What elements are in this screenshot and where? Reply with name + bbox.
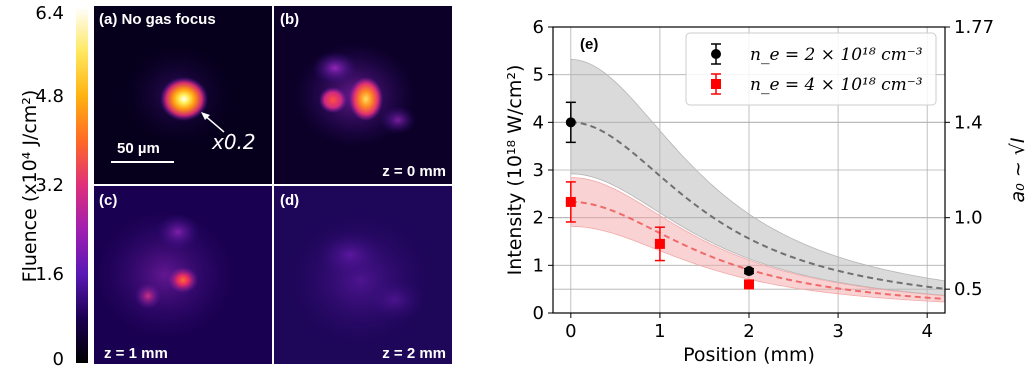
legend-label: n_e = 2 × 10¹⁸ cm⁻³ bbox=[750, 45, 923, 65]
legend-box bbox=[685, 32, 937, 106]
fit-curve bbox=[570, 200, 945, 300]
y2-axis-label: a₀ ~ √I bbox=[1007, 137, 1029, 202]
panel-c bbox=[94, 186, 272, 364]
panel-c-z: z = 1 mm bbox=[104, 345, 168, 362]
fit-curve bbox=[570, 121, 945, 290]
y2-tick-label: 1.77 bbox=[954, 17, 994, 38]
y-tick-label: 0 bbox=[533, 303, 544, 324]
y-tick-label: 2 bbox=[533, 208, 544, 229]
colorbar-gradient bbox=[76, 7, 88, 363]
confidence-bands bbox=[570, 58, 945, 303]
y2-ticks: 1.77 1.4 1.0 0.5 bbox=[945, 17, 994, 300]
chart-panel-label: (e) bbox=[580, 36, 598, 53]
colorbar-ticks: 6.4 4.8 3.2 1.6 0 bbox=[35, 3, 64, 368]
colorbar-tick-label: 3.2 bbox=[35, 175, 64, 196]
panel-b bbox=[274, 6, 452, 184]
y-tick-label: 3 bbox=[533, 160, 544, 181]
y-ticks: 0 1 2 3 4 5 6 bbox=[533, 17, 553, 324]
scalebar-label: 50 µm bbox=[117, 140, 160, 157]
y-tick-label: 5 bbox=[533, 65, 544, 86]
panel-d-label: (d) bbox=[280, 192, 299, 209]
colorbar-label: Fluence (x10⁴ J/cm²) bbox=[19, 90, 41, 283]
data-point bbox=[744, 279, 754, 290]
data-point bbox=[565, 196, 576, 207]
legend-marker bbox=[711, 49, 721, 59]
x-tick-label: 3 bbox=[832, 321, 843, 342]
x-axis-label: Position (mm) bbox=[683, 344, 815, 366]
y-tick-label: 4 bbox=[533, 112, 544, 133]
panel-d bbox=[274, 186, 452, 364]
data-point bbox=[744, 266, 754, 277]
annotation-arrow-head bbox=[201, 112, 210, 120]
x-tick-label: 2 bbox=[743, 321, 754, 342]
colorbar-tick-label: 4.8 bbox=[35, 86, 64, 107]
x-ticks: 0 1 2 3 4 bbox=[565, 313, 933, 342]
panel-a bbox=[94, 6, 272, 184]
data-points bbox=[565, 101, 754, 290]
chart-e: 0 1 2 3 4 0 1 2 3 4 5 6 1.77 1.4 1.0 0.5 (e) Position… bbox=[504, 17, 1029, 366]
data-point bbox=[654, 238, 665, 249]
x-tick-label: 1 bbox=[654, 321, 665, 342]
x-tick-label: 0 bbox=[565, 321, 576, 342]
panel-d-z: z = 2 mm bbox=[382, 345, 446, 362]
image-panels: (a) No gas focus x0.2 50 µm (b) z = 0 mm… bbox=[92, 4, 454, 366]
y-tick-label: 6 bbox=[533, 17, 544, 38]
colorbar-tick-label: 0 bbox=[53, 349, 64, 368]
colorbar-tick-label: 1.6 bbox=[35, 264, 64, 285]
panel-a-annotation: x0.2 bbox=[211, 130, 256, 154]
legend-marker bbox=[711, 79, 721, 89]
colorbar: 6.4 4.8 3.2 1.6 0 Fluence (x10⁴ J/cm²) bbox=[19, 3, 88, 368]
colorbar-tick-label: 6.4 bbox=[35, 3, 64, 24]
y-tick-label: 1 bbox=[533, 255, 544, 276]
y-axis-label: Intensity (10¹⁸ W/cm²) bbox=[504, 65, 526, 276]
panel-c-label: (c) bbox=[99, 192, 117, 209]
y2-tick-label: 0.5 bbox=[954, 279, 983, 300]
legend-label: n_e = 4 × 10¹⁸ cm⁻³ bbox=[750, 75, 923, 95]
data-point bbox=[565, 117, 576, 128]
panel-b-label: (b) bbox=[280, 11, 299, 28]
legend: n_e = 2 × 10¹⁸ cm⁻³ n_e = 4 × 10¹⁸ cm⁻³ bbox=[685, 32, 937, 106]
panel-a-label: (a) No gas focus bbox=[99, 11, 216, 28]
panel-b-z: z = 0 mm bbox=[382, 163, 446, 180]
y2-tick-label: 1.4 bbox=[954, 112, 983, 133]
legend-entries: n_e = 2 × 10¹⁸ cm⁻³ n_e = 4 × 10¹⁸ cm⁻³ bbox=[711, 43, 923, 95]
x-tick-label: 4 bbox=[921, 321, 932, 342]
confidence-band bbox=[570, 58, 945, 296]
fit-curves bbox=[570, 121, 945, 300]
y2-tick-label: 1.0 bbox=[954, 208, 983, 229]
confidence-band bbox=[570, 177, 945, 303]
